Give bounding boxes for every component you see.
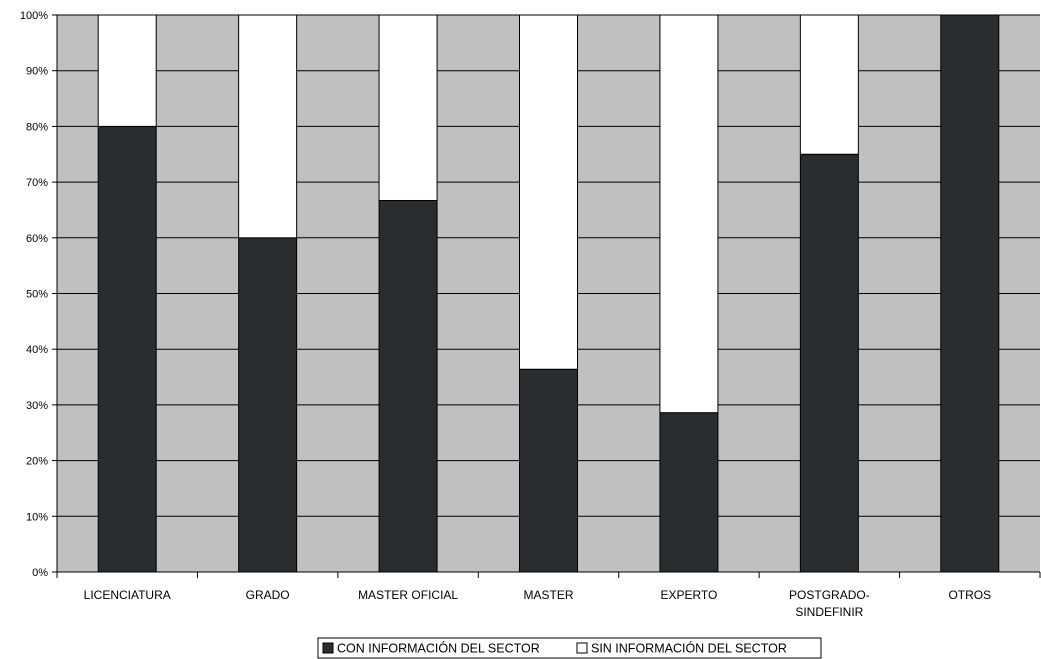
bar-con-informacion xyxy=(659,412,719,573)
bar-sin-informacion xyxy=(659,14,719,414)
bar-con-informacion xyxy=(519,368,578,573)
bar-con-informacion xyxy=(97,125,157,573)
y-tick-label: 50% xyxy=(26,289,48,301)
bar-sin-informacion xyxy=(799,14,859,155)
legend-label-sin-informacion: SIN INFORMACIÓN DEL SECTOR xyxy=(591,641,787,656)
y-tick-label: 10% xyxy=(26,511,48,523)
legend-box xyxy=(317,637,822,659)
legend-swatch-con-informacion xyxy=(322,642,334,654)
x-tick-label: MASTER xyxy=(523,588,573,602)
bar-sin-informacion xyxy=(378,14,438,201)
x-tick-label: EXPERTO xyxy=(660,588,717,602)
legend: CON INFORMACIÓN DEL SECTOR SIN INFORMACIÓ… xyxy=(317,637,822,659)
x-tick-labels: LICENCIATURA GRADO MASTER OFICIAL MASTER EXP… xyxy=(84,588,991,619)
x-tick-label: MASTER OFICIAL xyxy=(358,588,458,602)
y-tick-label: 40% xyxy=(26,344,48,356)
y-tick-label: 100% xyxy=(20,10,48,22)
x-tick-label: LICENCIATURA xyxy=(84,588,171,602)
bar-con-informacion xyxy=(238,237,298,573)
y-tick-label: 20% xyxy=(26,456,48,468)
bar-con-informacion xyxy=(940,14,1000,573)
y-tick-label: 60% xyxy=(26,233,48,245)
bar-sin-informacion xyxy=(97,14,157,127)
y-tick-label: 30% xyxy=(26,400,48,412)
y-tick-labels: 0% 10% 20% 30% 40% 50% 60% 70% 80% 90% 100% xyxy=(20,10,48,579)
legend-swatch-sin-informacion xyxy=(576,642,588,654)
x-tick-label: OTROS xyxy=(948,588,991,602)
x-tick-label: POSTGRADO-SINDEFINIR xyxy=(789,588,870,619)
bars xyxy=(97,14,1000,573)
bar-con-informacion xyxy=(799,153,859,573)
y-tick-label: 0% xyxy=(32,567,48,579)
x-tick-label: GRADO xyxy=(246,588,290,602)
axes xyxy=(52,14,1041,578)
bar-sin-informacion xyxy=(238,14,298,239)
legend-label-con-informacion: CON INFORMACIÓN DEL SECTOR xyxy=(337,641,540,656)
bar-sin-informacion xyxy=(519,14,578,370)
y-tick-label: 80% xyxy=(26,121,48,133)
bar-con-informacion xyxy=(378,199,438,573)
y-tick-label: 90% xyxy=(26,66,48,78)
y-tick-label: 70% xyxy=(26,177,48,189)
